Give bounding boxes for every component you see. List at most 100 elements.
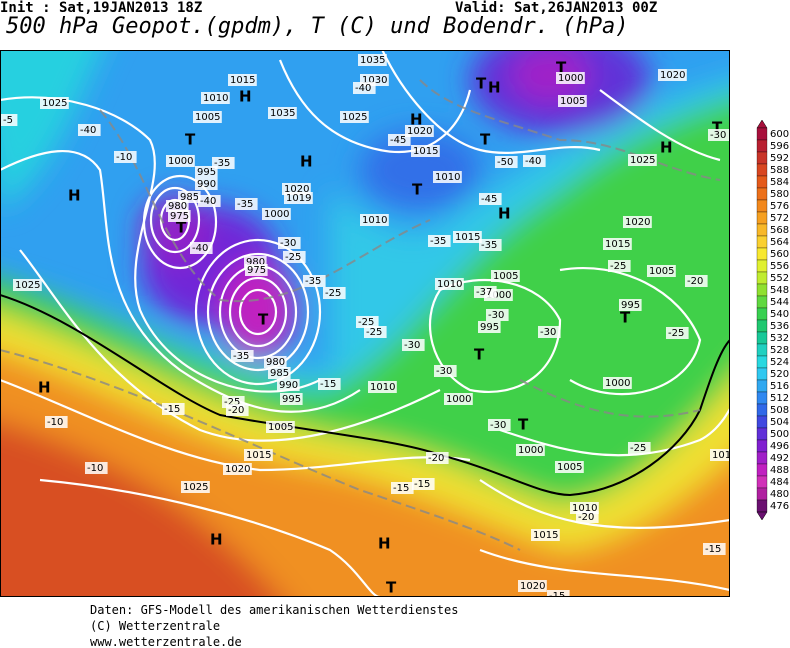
scale-label: 576 xyxy=(770,201,789,212)
label-bg xyxy=(391,482,414,494)
label-bg xyxy=(223,463,252,475)
pressure-center: H xyxy=(498,205,511,223)
scale-label: 496 xyxy=(770,441,789,452)
label-bg xyxy=(268,107,297,119)
pressure-center: H xyxy=(660,139,673,157)
isoline-label: 1010 xyxy=(203,93,228,104)
label-bg xyxy=(412,478,435,490)
label-bg xyxy=(603,377,632,389)
scale-label: 520 xyxy=(770,369,789,380)
label-bg xyxy=(444,393,473,405)
label-bg xyxy=(433,171,462,183)
scale-label: 592 xyxy=(770,153,789,164)
scale-swatch xyxy=(756,403,768,417)
label-bg xyxy=(360,214,389,226)
scale-swatch xyxy=(756,475,768,489)
valid-time: Valid: Sat,26JAN2013 00Z xyxy=(455,0,658,16)
label-bg xyxy=(523,155,546,167)
isoline-label: -15 xyxy=(320,379,336,390)
scale-swatch xyxy=(756,127,768,141)
label-bg xyxy=(266,421,295,433)
scale-label: 588 xyxy=(770,165,789,176)
isoline-label: -50 xyxy=(497,157,513,168)
label-bg xyxy=(277,379,300,391)
label-bg xyxy=(244,449,273,461)
scale-label: 580 xyxy=(770,189,789,200)
footer-line: (C) Wetterzentrale xyxy=(90,619,221,633)
label-bg xyxy=(212,157,235,169)
label-bg xyxy=(405,125,434,137)
label-bg xyxy=(426,452,449,464)
isoline-label: -30 xyxy=(540,327,556,338)
isoline-label: 1030 xyxy=(362,75,387,86)
pressure-center: T xyxy=(386,579,397,597)
scale-swatch xyxy=(756,487,768,501)
isobars xyxy=(0,50,730,597)
scale-label: 532 xyxy=(770,333,789,344)
label-bg xyxy=(710,449,730,461)
label-bg xyxy=(228,74,257,86)
scale-swatch xyxy=(756,427,768,441)
isoline-label: -10 xyxy=(87,463,103,474)
pressure-center: T xyxy=(620,309,631,327)
label-bg xyxy=(235,198,258,210)
isoline-label: 1025 xyxy=(42,98,67,109)
isoline-label: -25 xyxy=(630,443,646,454)
pressure-center: T xyxy=(412,181,423,199)
label-bg xyxy=(603,238,632,250)
isoline-label: 1005 xyxy=(557,462,582,473)
scale-swatch xyxy=(756,247,768,261)
label-bg xyxy=(488,419,511,431)
label-bg xyxy=(166,155,195,167)
pressure-center: H xyxy=(38,379,51,397)
label-bg xyxy=(479,193,502,205)
label-bg xyxy=(495,156,518,168)
isoline-label: 1010 xyxy=(572,503,597,514)
label-bg xyxy=(40,97,69,109)
isoline-label: -40 xyxy=(355,83,371,94)
label-bg xyxy=(283,251,306,263)
isoline-label: 1020 xyxy=(407,126,432,137)
isoline-label: 1005 xyxy=(268,422,293,433)
label-bg xyxy=(388,134,411,146)
pressure-center: H xyxy=(239,88,252,106)
isoline-label: 1020 xyxy=(520,581,545,592)
isoline-label: -35 xyxy=(214,158,230,169)
scale-label: 500 xyxy=(770,429,789,440)
scale-label: 504 xyxy=(770,417,789,428)
isoline-label: 975 xyxy=(247,265,266,276)
scale-swatch xyxy=(756,235,768,249)
label-bg xyxy=(556,72,585,84)
label-bg xyxy=(268,367,291,379)
scale-label: 596 xyxy=(770,141,789,152)
isoline-label: 1015 xyxy=(605,239,630,250)
label-bg xyxy=(85,462,108,474)
label-bg xyxy=(114,151,137,163)
label-bg xyxy=(666,327,689,339)
isoline-label: -10 xyxy=(116,152,132,163)
label-bg xyxy=(198,195,221,207)
isoline-label: -20 xyxy=(228,405,244,416)
scale-label: 556 xyxy=(770,261,789,272)
label-bg xyxy=(245,264,268,276)
isoline-label: 1015 xyxy=(455,232,480,243)
label-bg xyxy=(647,265,676,277)
label-bg xyxy=(479,239,502,251)
scale-swatch xyxy=(756,199,768,213)
label-bg xyxy=(486,309,509,321)
label-bg xyxy=(226,404,249,416)
label-bg xyxy=(628,442,651,454)
isoline-label: 995 xyxy=(282,394,301,405)
pressure-center: T xyxy=(476,75,487,93)
pressure-center: H xyxy=(300,153,313,171)
label-bg xyxy=(303,275,326,287)
label-bg xyxy=(181,481,210,493)
isoline-label: 1000 xyxy=(264,209,289,220)
isoline-label: -37 xyxy=(476,287,492,298)
label-bg xyxy=(280,393,303,405)
isoline-label: 1005 xyxy=(649,266,674,277)
isoline-label: -25 xyxy=(224,397,240,408)
pressure-center: H xyxy=(68,187,81,205)
scale-label: 548 xyxy=(770,285,789,296)
